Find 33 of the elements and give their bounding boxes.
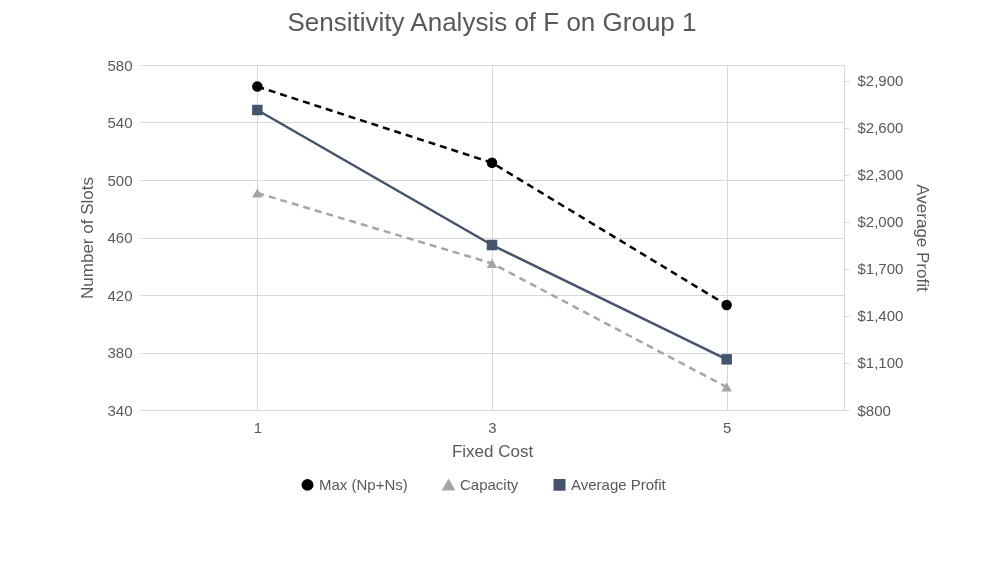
point bbox=[252, 104, 263, 116]
y2-tick-label: $2,600 bbox=[857, 119, 904, 137]
point bbox=[486, 239, 498, 251]
y-tick-label: 340 bbox=[107, 401, 133, 419]
point bbox=[721, 382, 732, 392]
y-axis-title: Number of Slots bbox=[78, 177, 98, 299]
y2-tick-label: $2,900 bbox=[857, 72, 904, 90]
y2-tick-label: $2,000 bbox=[857, 213, 904, 231]
y2-tick-label: $1,100 bbox=[857, 354, 904, 372]
x-tick-label: 5 bbox=[722, 418, 732, 436]
point bbox=[252, 81, 263, 92]
legend-label: Average Profit bbox=[571, 475, 667, 493]
y2-tick-label: $1,400 bbox=[857, 307, 904, 325]
point bbox=[721, 299, 732, 311]
y-tick-label: 380 bbox=[107, 344, 133, 361]
y-tick-label: 540 bbox=[107, 114, 133, 131]
y-tick-label: 460 bbox=[107, 229, 133, 246]
point bbox=[486, 157, 498, 168]
x-tick-label: 3 bbox=[488, 418, 497, 436]
x-axis-title: Fixed Cost bbox=[451, 441, 534, 461]
y-tick-label: 500 bbox=[107, 171, 133, 189]
y2-tick-label: $2,300 bbox=[857, 166, 904, 184]
x-tick-label: 1 bbox=[253, 418, 263, 436]
y2-tick-label: $800 bbox=[857, 401, 891, 419]
y-tick-label: 580 bbox=[107, 56, 133, 74]
point bbox=[486, 258, 498, 268]
legend-label: Capacity bbox=[460, 476, 519, 494]
point bbox=[721, 354, 732, 365]
y2-axis-title: Average Profit bbox=[913, 184, 933, 292]
legend-label: Max (Np+Ns) bbox=[319, 475, 408, 493]
y-tick-label: 420 bbox=[107, 286, 133, 304]
chart-title: Sensitivity Analysis of F on Group 1 bbox=[287, 7, 697, 37]
y2-tick-label: $1,700 bbox=[857, 260, 904, 278]
